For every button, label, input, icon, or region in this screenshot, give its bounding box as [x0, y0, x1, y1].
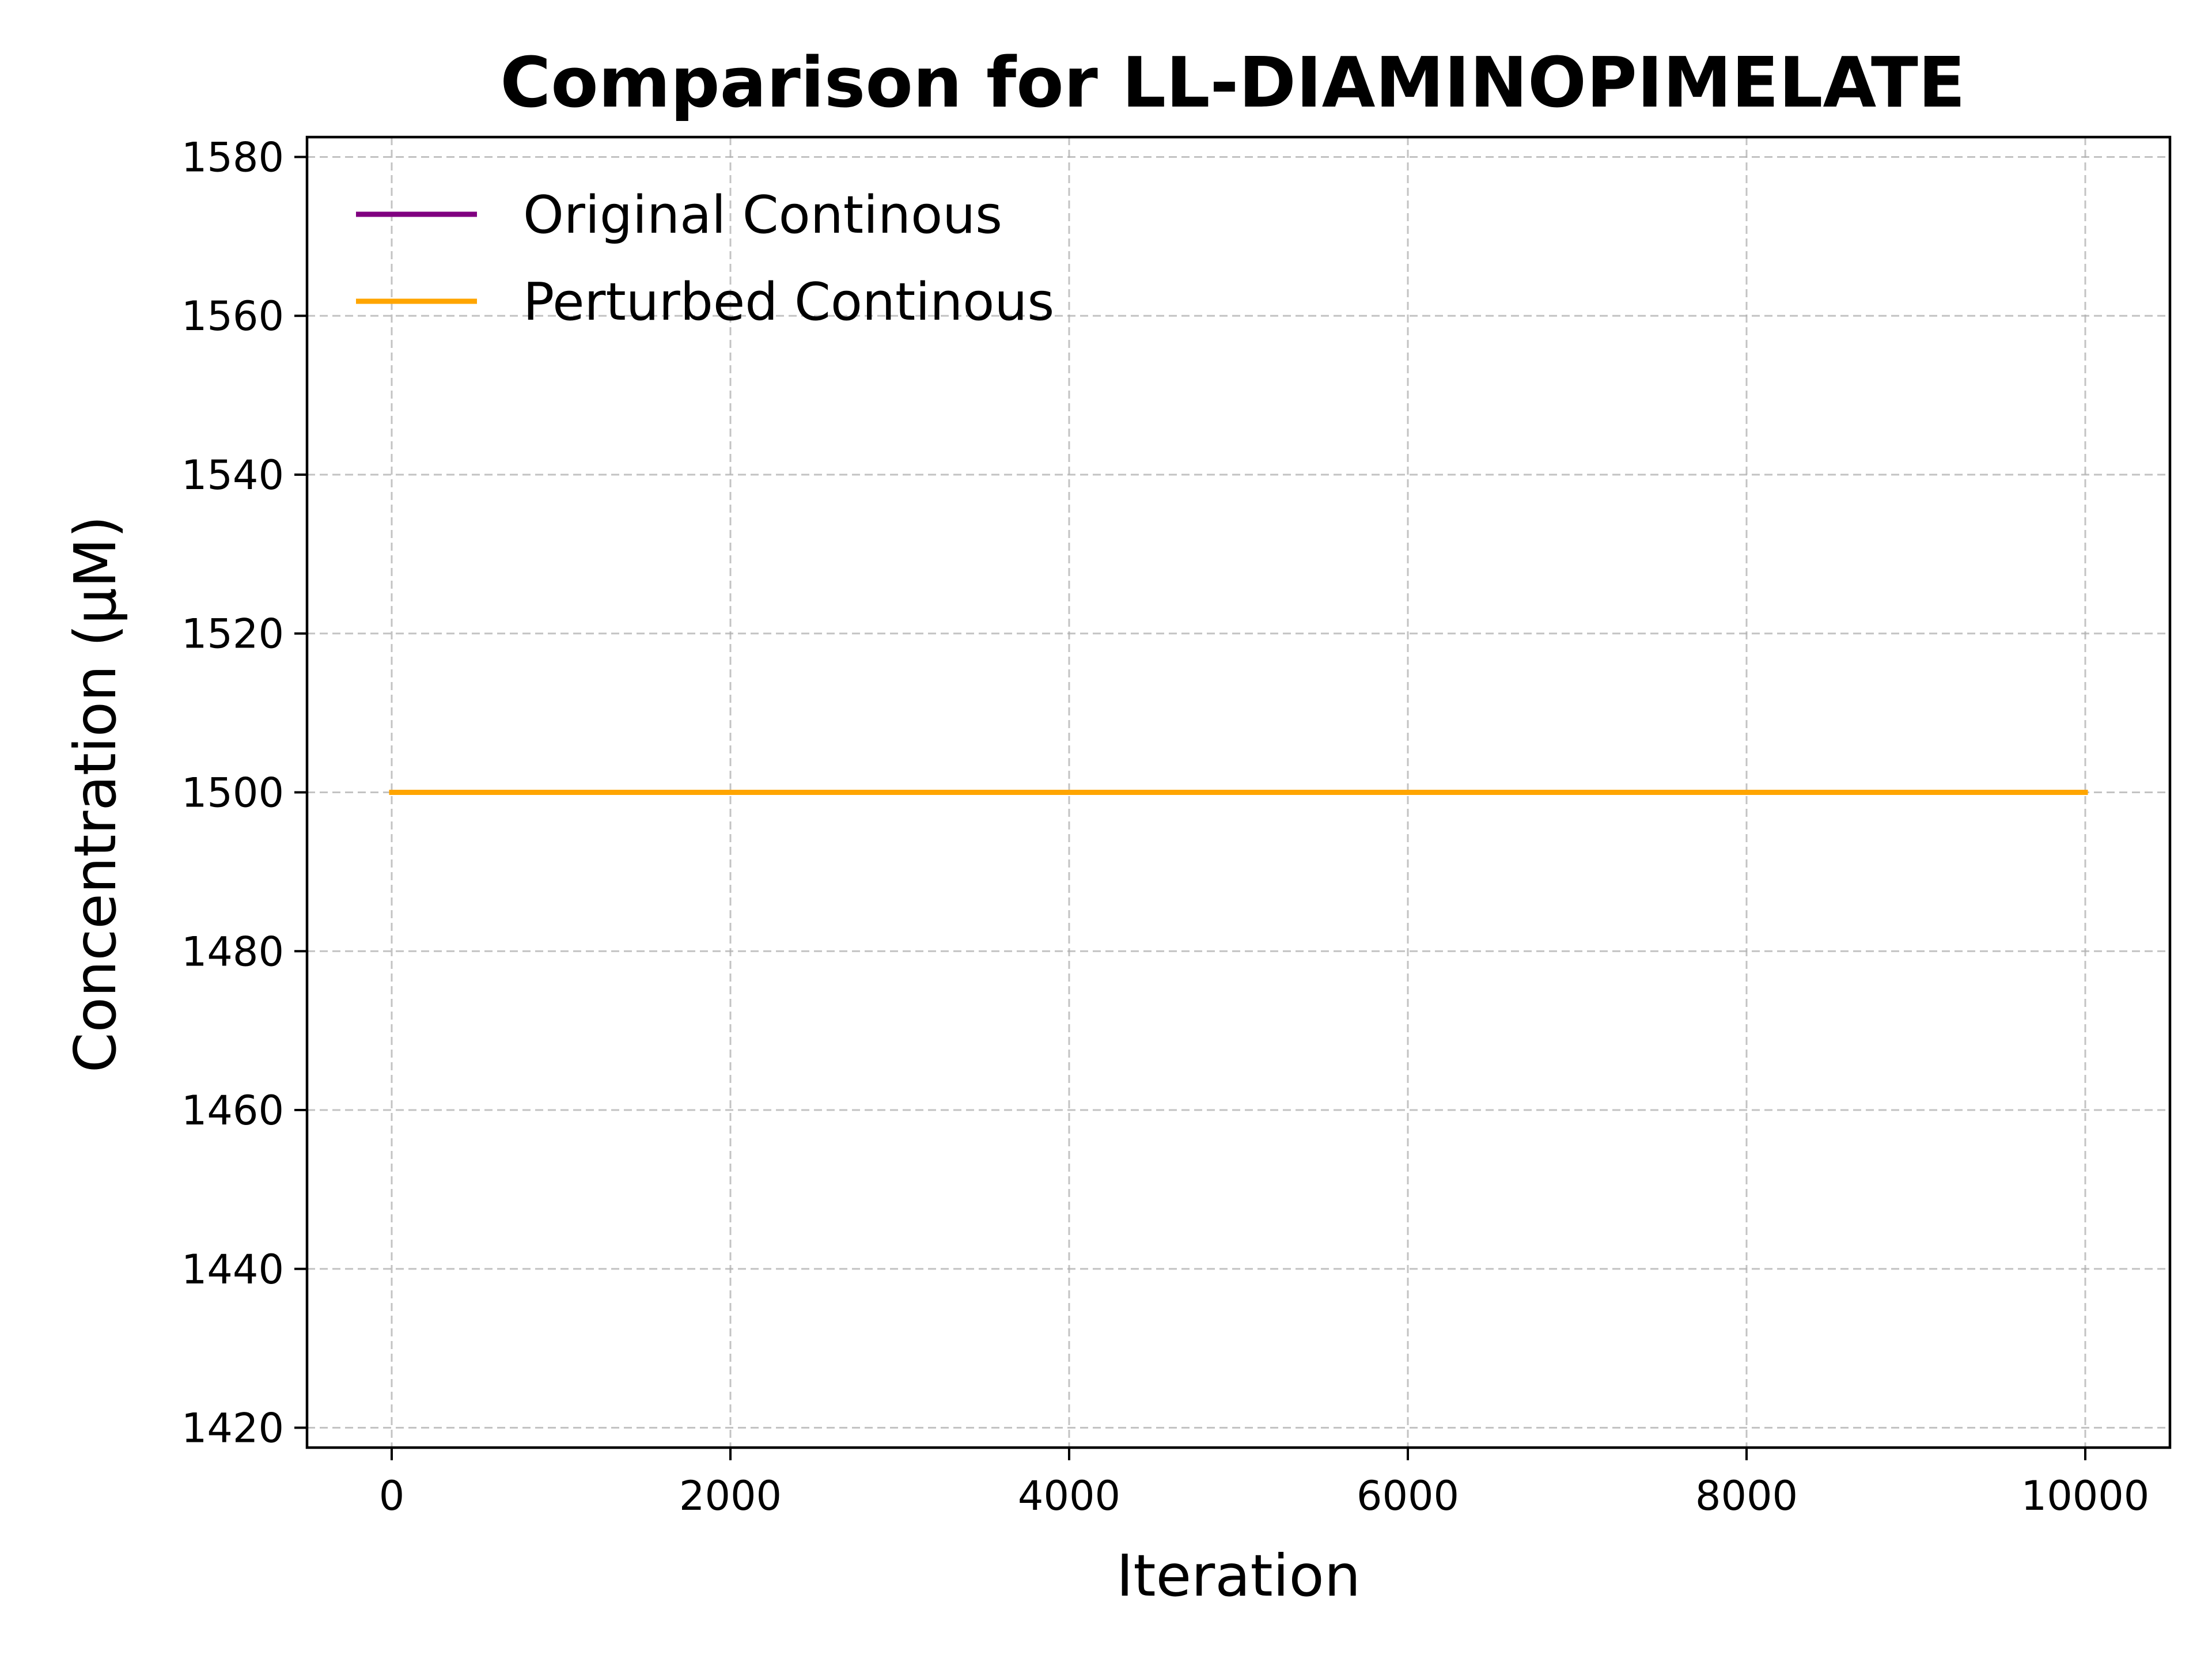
- y-axis-label: Concentration (μM): [62, 516, 129, 1073]
- chart-title: Comparison for LL-DIAMINOPIMELATE: [500, 43, 1965, 123]
- tick-layer: 0 2000 4000 6000 8000 10000 1420 1440 1460 1480 15…: [181, 134, 2150, 1520]
- x-tick-label: 4000: [1018, 1472, 1120, 1520]
- x-tick-label: 10000: [2021, 1472, 2150, 1520]
- x-tick-label: 6000: [1357, 1472, 1459, 1520]
- y-tick-label: 1440: [181, 1246, 284, 1293]
- x-axis-label: Iteration: [1116, 1542, 1361, 1609]
- x-tick-label: 0: [379, 1472, 405, 1520]
- x-tick-label: 2000: [679, 1472, 782, 1520]
- legend-label: Original Continous: [523, 185, 1002, 245]
- legend: Original Continous Perturbed Continous: [356, 185, 1054, 332]
- y-tick-label: 1420: [181, 1405, 284, 1452]
- y-tick-label: 1460: [181, 1087, 284, 1134]
- y-tick-label: 1520: [181, 611, 284, 658]
- legend-label: Perturbed Continous: [523, 272, 1054, 332]
- y-tick-label: 1500: [181, 770, 284, 817]
- y-tick-label: 1480: [181, 928, 284, 975]
- y-tick-label: 1580: [181, 134, 284, 181]
- grid-layer: [307, 137, 2170, 1448]
- y-tick-label: 1560: [181, 293, 284, 340]
- y-tick-label: 1540: [181, 452, 284, 499]
- x-tick-label: 8000: [1695, 1472, 1798, 1520]
